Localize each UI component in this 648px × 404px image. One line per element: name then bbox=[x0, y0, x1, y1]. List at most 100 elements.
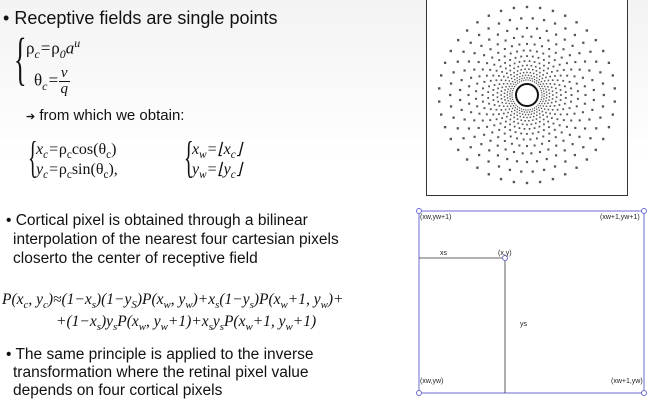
receptive-field-dot bbox=[500, 79, 503, 82]
receptive-field-dot bbox=[548, 95, 551, 98]
receptive-field-dot bbox=[559, 74, 562, 77]
label-xs: xs bbox=[440, 250, 447, 257]
receptive-field-dot bbox=[475, 90, 478, 93]
eq-theta: θc= v q bbox=[34, 65, 70, 97]
receptive-field-dot bbox=[517, 122, 520, 125]
receptive-field-dot bbox=[602, 137, 605, 141]
receptive-field-dot bbox=[552, 65, 555, 68]
receptive-field-dot bbox=[503, 140, 506, 143]
receptive-field-dot bbox=[526, 55, 528, 58]
receptive-field-dot bbox=[563, 149, 566, 152]
receptive-field-dot bbox=[539, 105, 542, 107]
label-ys: ys bbox=[520, 321, 527, 328]
receptive-field-dot bbox=[541, 45, 544, 48]
receptive-field-dot bbox=[500, 98, 503, 100]
receptive-field-dot bbox=[467, 127, 471, 130]
receptive-field-dot bbox=[541, 77, 544, 80]
receptive-field-dot bbox=[566, 113, 569, 116]
receptive-field-dot bbox=[489, 119, 492, 122]
receptive-field-dot bbox=[536, 114, 538, 117]
receptive-field-dot bbox=[570, 94, 573, 96]
receptive-field-dot bbox=[594, 148, 597, 152]
receptive-field-dot bbox=[545, 105, 548, 108]
eq-rho: ρc=ρ0au bbox=[26, 36, 81, 62]
receptive-field-dot bbox=[613, 87, 616, 90]
receptive-field-dot bbox=[564, 102, 566, 105]
receptive-field-dot bbox=[522, 116, 525, 119]
receptive-field-dot bbox=[551, 9, 555, 13]
receptive-field-dot bbox=[533, 112, 535, 115]
receptive-field-dot bbox=[518, 78, 521, 81]
receptive-field-dot bbox=[547, 126, 550, 129]
receptive-field-dot bbox=[564, 27, 567, 30]
receptive-field-dot bbox=[542, 100, 544, 102]
receptive-field-dot bbox=[530, 152, 533, 155]
receptive-field-dot bbox=[536, 111, 538, 113]
receptive-field-dot bbox=[611, 113, 614, 116]
receptive-field-dot bbox=[501, 86, 504, 89]
receptive-field-dot bbox=[553, 59, 556, 62]
receptive-field-dot bbox=[476, 105, 479, 108]
receptive-field-dot bbox=[570, 68, 573, 71]
receptive-field-dot bbox=[507, 111, 509, 114]
receptive-field-dot bbox=[462, 137, 465, 140]
receptive-field-dot bbox=[525, 181, 529, 185]
receptive-field-dot bbox=[553, 22, 557, 25]
receptive-field-dot bbox=[489, 68, 492, 71]
receptive-field-dot bbox=[538, 106, 540, 109]
receptive-field-dot bbox=[611, 74, 614, 77]
receptive-field-dot bbox=[601, 82, 605, 85]
receptive-field-dot bbox=[521, 113, 524, 115]
receptive-field-dot bbox=[503, 92, 506, 95]
receptive-field-dot bbox=[478, 75, 481, 78]
receptive-field-dot bbox=[564, 85, 566, 88]
bilinear-grid-diagram: (xw,yw+1) (xw+1,yw+1) (xw,yw) (xw+1,yw) … bbox=[416, 208, 648, 404]
receptive-field-dot bbox=[499, 122, 502, 125]
receptive-field-dot bbox=[539, 100, 542, 103]
receptive-field-dot bbox=[511, 92, 513, 94]
receptive-field-dot bbox=[538, 6, 542, 10]
receptive-field-dot bbox=[511, 80, 514, 83]
receptive-field-dot bbox=[554, 51, 557, 54]
receptive-field-dot bbox=[527, 113, 530, 116]
receptive-field-dot bbox=[516, 70, 519, 72]
receptive-field-dot bbox=[509, 59, 512, 61]
receptive-field-dot bbox=[542, 114, 544, 116]
receptive-field-dot bbox=[489, 48, 492, 51]
receptive-field-dot bbox=[508, 102, 510, 105]
receptive-field-dot bbox=[516, 111, 518, 113]
receptive-field-dot bbox=[555, 100, 557, 103]
receptive-field-dot bbox=[560, 131, 563, 134]
receptive-field-dot bbox=[514, 131, 517, 134]
receptive-field-dot bbox=[551, 117, 553, 119]
receptive-field-dot bbox=[496, 154, 500, 157]
receptive-field-dot bbox=[525, 160, 529, 164]
receptive-field-dot bbox=[558, 63, 561, 66]
bullet2-line: • Cortical pixel is obtained through a b… bbox=[6, 212, 308, 229]
receptive-field-dot bbox=[502, 105, 505, 107]
receptive-field-dot bbox=[510, 83, 512, 85]
receptive-field-dot bbox=[510, 114, 512, 116]
receptive-field-dot bbox=[564, 96, 567, 99]
receptive-field-dot bbox=[492, 89, 495, 91]
receptive-field-dot bbox=[524, 120, 526, 122]
receptive-field-dot bbox=[570, 100, 573, 103]
receptive-field-dot bbox=[542, 52, 545, 55]
receptive-field-dot bbox=[497, 136, 500, 139]
receptive-field-dot bbox=[533, 109, 536, 112]
receptive-field-dot bbox=[480, 44, 483, 47]
receptive-field-dot bbox=[540, 80, 543, 83]
receptive-field-dot bbox=[520, 80, 523, 82]
receptive-field-dot bbox=[495, 108, 498, 111]
receptive-field-dot bbox=[535, 118, 538, 120]
receptive-field-dot bbox=[549, 83, 552, 85]
receptive-field-dot bbox=[551, 90, 554, 92]
receptive-field-dot bbox=[538, 85, 540, 88]
receptive-field-dot bbox=[513, 75, 516, 78]
receptive-field-dot bbox=[504, 120, 507, 123]
bullet-inverse-transform: • The same principle is applied to the i… bbox=[6, 346, 314, 400]
receptive-field-dot bbox=[536, 77, 538, 79]
receptive-field-dot bbox=[510, 45, 513, 48]
receptive-field-dot bbox=[515, 104, 517, 106]
receptive-field-dot bbox=[504, 108, 507, 111]
